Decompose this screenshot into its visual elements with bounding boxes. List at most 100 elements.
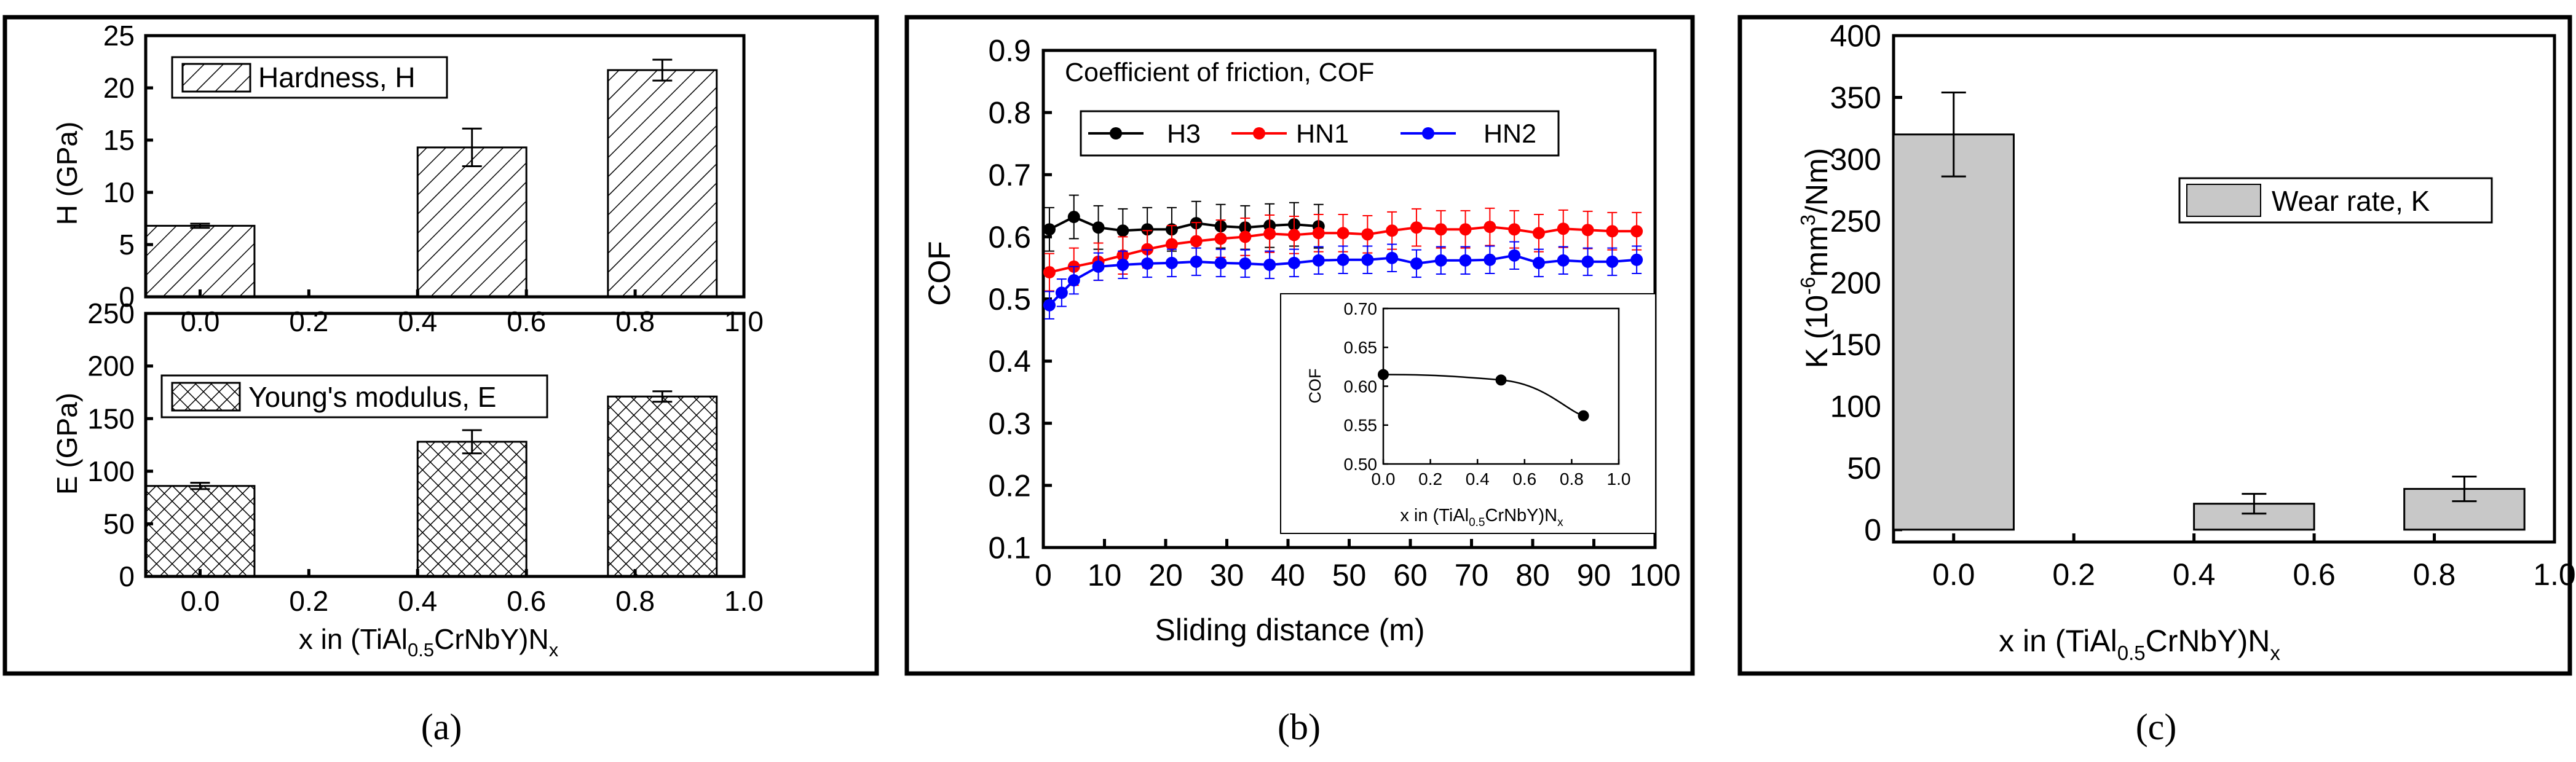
cof-x-tick-label: 60 <box>1393 558 1428 592</box>
hardness-y-tick-label: 0 <box>119 281 135 313</box>
series-hn1-point <box>1043 266 1056 279</box>
inset-x-tick-label: 1.0 <box>1607 469 1631 489</box>
panel-b-frame <box>904 15 1695 676</box>
wear-x-tick-label: 0.0 <box>1932 557 1975 592</box>
cof-y-tick-label: 0.7 <box>988 158 1031 192</box>
inset-y-tick-label: 0.65 <box>1344 338 1378 357</box>
caption-a: (a) <box>421 707 462 747</box>
series-hn1-point <box>1386 224 1399 237</box>
series-hn2-point <box>1606 255 1619 268</box>
series-hn1-point <box>1581 224 1594 237</box>
legend-marker-hn2 <box>1422 127 1434 139</box>
series-hn2-point <box>1434 254 1447 267</box>
panel-a-frame <box>2 15 879 676</box>
hardness-bar <box>416 146 527 298</box>
cof-x-tick-label: 30 <box>1210 558 1244 592</box>
hardness-legend-swatch <box>181 63 251 93</box>
wear-axis-ticks: 0.0 0.2 0.4 0.6 0.8 1.0 0 50 100 150 200 250 300 350 4… <box>1830 19 2576 592</box>
series-h3-line <box>1049 215 1319 232</box>
inset-point <box>1495 374 1507 386</box>
wear-x-tick-label: 0.8 <box>2413 557 2456 592</box>
wear-y-tick-label: 250 <box>1830 204 1881 238</box>
wear-x-tick-label: 0.2 <box>2052 557 2095 592</box>
cof-series <box>1043 194 1643 320</box>
series-h3-point <box>1067 211 1080 224</box>
wear-y-tick-label: 150 <box>1830 328 1881 362</box>
modulus-axis-ticks: 0.0 0.2 0.4 0.6 0.8 1.0 0 50 100 150 200 250 <box>87 297 764 617</box>
series-hn1-point <box>1410 221 1423 234</box>
wear-y-tick-label: 200 <box>1830 265 1881 300</box>
modulus-x-axis-label: x in (TiAl0.5CrNbY)Nx <box>299 623 559 661</box>
series-hn2-point <box>1190 255 1203 268</box>
modulus-y-tick-label: 100 <box>87 455 135 487</box>
hardness-x-tick-label: 0.6 <box>507 305 546 337</box>
modulus-y-tick-label: 200 <box>87 350 135 382</box>
cof-axis-ticks: 0 10 20 30 40 50 60 70 80 90 100 0.1 0.2 0.3 0.4 0.5 0.6… <box>988 34 1680 593</box>
wear-y-tick-label: 0 <box>1864 513 1881 547</box>
series-hn1-point <box>1434 223 1447 236</box>
series-hn1-point <box>1239 230 1252 243</box>
series-h3-point <box>1092 221 1105 234</box>
modulus-y-tick-label: 0 <box>119 560 135 592</box>
cof-y-tick-label: 0.1 <box>988 531 1031 565</box>
hardness-legend-label: Hardness, H <box>258 61 416 93</box>
cof-x-tick-label: 20 <box>1148 558 1183 592</box>
modulus-y-axis-label: E (GPa) <box>51 393 83 495</box>
series-hn2-point <box>1337 253 1349 266</box>
wear-chart: K (10-6mm3/Nm) x in (TiAl0.5CrNbY)Nx 0.0… <box>1796 19 2576 665</box>
series-hn1-point <box>1337 227 1349 240</box>
cof-x-tick-label: 50 <box>1332 558 1367 592</box>
series-hn2-point <box>1312 254 1325 267</box>
wear-x-tick-label: 1.0 <box>2533 557 2576 592</box>
hardness-x-tick-label: 0.0 <box>180 305 219 337</box>
wear-y-tick-label: 50 <box>1847 451 1881 485</box>
wear-y-tick-label: 300 <box>1830 142 1881 176</box>
series-hn1-point <box>1508 223 1521 236</box>
modulus-x-tick-label: 0.4 <box>398 585 437 617</box>
cof-y-tick-label: 0.2 <box>988 468 1031 503</box>
cof-x-tick-label: 100 <box>1629 558 1680 592</box>
wear-x-tick-label: 0.4 <box>2173 557 2216 592</box>
wear-bars <box>1892 91 2526 531</box>
series-hn2-point <box>1386 251 1399 264</box>
series-h3-point <box>1141 223 1154 236</box>
series-hn2-point <box>1557 254 1570 267</box>
modulus-bar <box>607 395 718 578</box>
series-hn1-point <box>1484 221 1496 234</box>
wear-y-tick-label: 100 <box>1830 389 1881 423</box>
series-hn2-point <box>1043 299 1056 312</box>
hardness-y-tick-label: 15 <box>103 124 135 156</box>
cof-y-axis-label: COF <box>922 241 957 306</box>
cof-y-tick-label: 0.6 <box>988 220 1031 254</box>
inset-point <box>1378 369 1389 380</box>
cof-y-tick-label: 0.5 <box>988 282 1031 316</box>
modulus-y-tick-label: 150 <box>87 403 135 434</box>
series-hn1-point <box>1287 229 1300 242</box>
wear-x-tick-label: 0.6 <box>2293 557 2336 592</box>
panel-c-frame <box>1737 15 2572 676</box>
series-hn2-point <box>1459 254 1472 267</box>
inset-series <box>1378 369 1589 422</box>
hardness-y-tick-label: 20 <box>103 72 135 104</box>
modulus-legend-label: Young's modulus, E <box>248 381 496 413</box>
modulus-x-tick-label: 0.8 <box>615 585 655 617</box>
modulus-bar <box>144 485 256 578</box>
series-hn1-point <box>1532 227 1545 240</box>
hardness-x-tick-label: 0.4 <box>398 305 437 337</box>
modulus-legend-swatch <box>171 382 241 412</box>
cof-inset-chart: COF x in (TiAl0.5CrNbY)Nx 0.0 0.2 0.4 0.6 0.… <box>1280 293 1656 534</box>
series-hn2-point <box>1630 253 1643 266</box>
cof-x-tick-label: 10 <box>1088 558 1122 592</box>
series-hn2-point <box>1532 256 1545 269</box>
cof-title: Coefficient of friction, COF <box>1065 58 1374 87</box>
wear-legend-swatch <box>2186 184 2261 217</box>
modulus-x-tick-label: 1.0 <box>724 585 764 617</box>
caption-c: (c) <box>2136 707 2177 747</box>
hardness-bars <box>144 58 718 298</box>
hardness-bar <box>607 69 718 298</box>
modulus-y-tick-label: 250 <box>87 297 135 329</box>
cof-chart: Coefficient of friction, COF COF Sliding… <box>922 34 1681 648</box>
modulus-x-tick-label: 0.6 <box>507 585 546 617</box>
wear-y-tick-label: 350 <box>1830 81 1881 115</box>
hardness-bar <box>144 224 256 298</box>
